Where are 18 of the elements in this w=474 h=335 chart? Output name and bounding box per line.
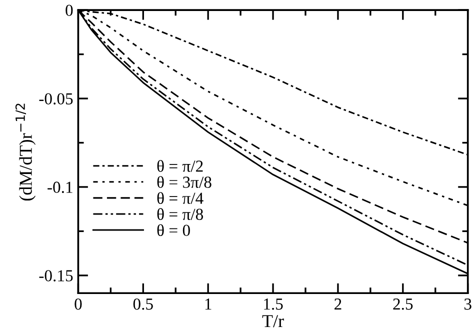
x-tick-label: 0.5 bbox=[133, 298, 153, 310]
x-tick-label: 2.5 bbox=[393, 298, 413, 310]
y-tick-label: -0.15 bbox=[39, 270, 73, 282]
legend-label: θ = π/8 bbox=[157, 208, 204, 220]
x-tick-label: 2 bbox=[334, 298, 342, 310]
y-tick-label: 0 bbox=[66, 4, 73, 16]
y-tick-label: -0.05 bbox=[39, 93, 73, 105]
x-tick-label: 1 bbox=[205, 298, 212, 310]
x-axis-title: T/r bbox=[262, 315, 284, 328]
legend-label: θ = π/4 bbox=[157, 192, 204, 204]
legend-label: θ = 0 bbox=[157, 224, 190, 236]
x-tick-label: 1.5 bbox=[264, 298, 283, 310]
legend-label: θ = 3π/8 bbox=[157, 176, 212, 188]
x-tick-label: 3 bbox=[464, 298, 472, 310]
y-axis-title: (dM/dT)r$^{−1/2}$ bbox=[15, 104, 36, 201]
y-tick-label: -0.1 bbox=[48, 182, 72, 193]
x-tick-label: 0 bbox=[74, 298, 82, 310]
legend-label: θ = π/2 bbox=[157, 160, 203, 172]
